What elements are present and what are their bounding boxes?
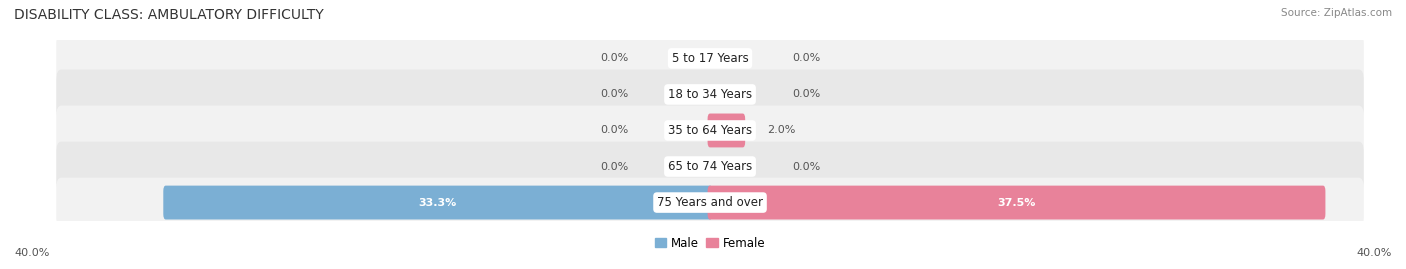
FancyBboxPatch shape: [707, 114, 745, 147]
FancyBboxPatch shape: [707, 186, 1326, 220]
Text: 37.5%: 37.5%: [997, 197, 1036, 208]
Text: 18 to 34 Years: 18 to 34 Years: [668, 88, 752, 101]
Text: DISABILITY CLASS: AMBULATORY DIFFICULTY: DISABILITY CLASS: AMBULATORY DIFFICULTY: [14, 8, 323, 22]
Text: 40.0%: 40.0%: [14, 248, 49, 258]
Text: 40.0%: 40.0%: [1357, 248, 1392, 258]
FancyBboxPatch shape: [56, 178, 1364, 227]
Legend: Male, Female: Male, Female: [650, 232, 770, 254]
Text: 0.0%: 0.0%: [600, 89, 628, 100]
Text: 0.0%: 0.0%: [792, 89, 820, 100]
Text: 0.0%: 0.0%: [600, 53, 628, 63]
FancyBboxPatch shape: [56, 70, 1364, 119]
Text: 5 to 17 Years: 5 to 17 Years: [672, 52, 748, 65]
FancyBboxPatch shape: [163, 186, 713, 220]
Text: 0.0%: 0.0%: [792, 161, 820, 172]
Text: 2.0%: 2.0%: [768, 125, 796, 136]
Text: 35 to 64 Years: 35 to 64 Years: [668, 124, 752, 137]
Text: 0.0%: 0.0%: [600, 125, 628, 136]
FancyBboxPatch shape: [56, 34, 1364, 83]
Text: 65 to 74 Years: 65 to 74 Years: [668, 160, 752, 173]
Text: 0.0%: 0.0%: [600, 161, 628, 172]
FancyBboxPatch shape: [56, 142, 1364, 191]
Text: 33.3%: 33.3%: [419, 197, 457, 208]
Text: 0.0%: 0.0%: [792, 53, 820, 63]
FancyBboxPatch shape: [56, 106, 1364, 155]
Text: Source: ZipAtlas.com: Source: ZipAtlas.com: [1281, 8, 1392, 18]
Text: 75 Years and over: 75 Years and over: [657, 196, 763, 209]
